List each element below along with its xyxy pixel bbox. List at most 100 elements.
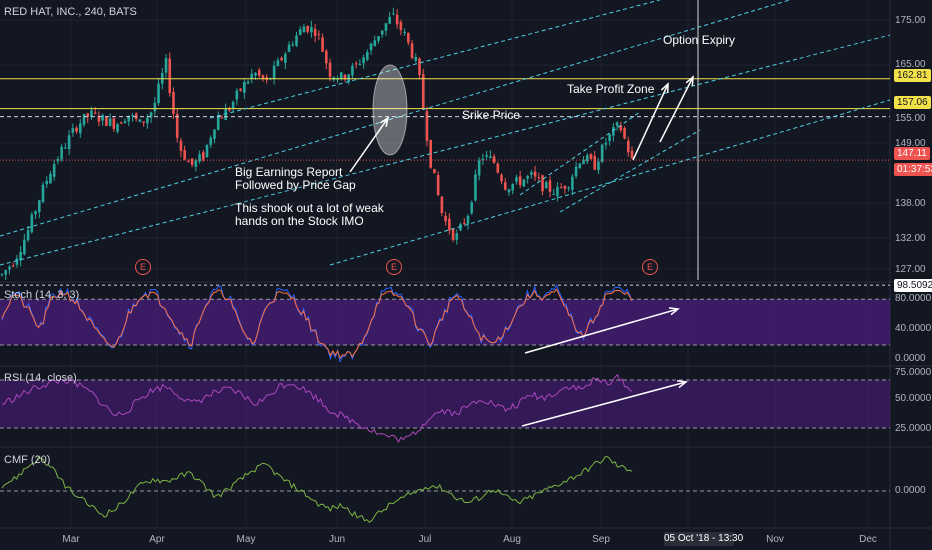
candle-body	[209, 137, 213, 145]
candle-body	[425, 111, 429, 141]
earnings-arrow-head	[379, 116, 390, 127]
candle-body	[60, 146, 63, 160]
candle-body	[295, 35, 298, 46]
candle-body	[526, 176, 529, 179]
stoch-top-tag: 98.5092	[894, 279, 932, 292]
candle-body	[414, 56, 418, 61]
rsi-axis-label: 50.0000	[895, 393, 932, 404]
candle-body	[313, 28, 317, 37]
candle-body	[399, 22, 403, 31]
candle-body	[433, 168, 436, 174]
candle-body	[328, 62, 332, 77]
candle-body	[444, 215, 447, 222]
candle-body	[101, 114, 104, 121]
price-axis-label: 138.00	[895, 198, 926, 209]
x-axis-month: Sep	[592, 534, 610, 545]
cmf-axis-label: 0.0000	[895, 485, 926, 496]
candle-body	[153, 102, 157, 112]
price-axis-label: 155.00	[895, 113, 926, 124]
candle-body	[563, 186, 567, 189]
candle-body	[41, 184, 45, 202]
candle-body	[302, 26, 306, 33]
candle-body	[567, 187, 570, 189]
candle-body	[392, 13, 395, 15]
candle-body	[220, 117, 224, 119]
candle-body	[231, 101, 235, 109]
price-axis-label: 149.00	[895, 138, 926, 149]
x-axis-month: Apr	[149, 534, 165, 545]
candle-body	[298, 29, 302, 35]
candle-body	[541, 175, 544, 192]
candle-body	[500, 174, 503, 182]
channel-line	[0, 34, 891, 266]
candle-body	[205, 144, 209, 158]
candle-body	[34, 211, 37, 215]
candle-body	[533, 171, 537, 177]
candle-body	[362, 57, 365, 64]
candle-body	[612, 126, 615, 136]
candle-body	[451, 229, 455, 240]
price-gap-ellipse	[372, 64, 408, 156]
candle-body	[366, 51, 369, 60]
candle-body	[86, 113, 90, 117]
candle-body	[421, 74, 425, 109]
candle-body	[175, 114, 179, 138]
candle-body	[37, 200, 41, 213]
candle-body	[15, 258, 19, 265]
candle-body	[623, 128, 626, 139]
candle-body	[23, 239, 26, 255]
candle-body	[157, 83, 160, 104]
earnings-marker-sep[interactable]: E	[642, 259, 658, 275]
candle-body	[228, 108, 231, 111]
candle-body	[336, 78, 339, 80]
candle-body	[194, 160, 198, 167]
option-expiry-label: Option Expiry	[663, 33, 736, 47]
earnings-marker-mar[interactable]: E	[135, 259, 151, 275]
candle-body	[64, 147, 67, 149]
candle-body	[280, 57, 283, 61]
candle-body	[571, 176, 574, 190]
x-axis-month: Mar	[62, 534, 80, 545]
x-axis-month: Jul	[418, 534, 432, 545]
x-axis-month: Jun	[328, 534, 346, 545]
stoch-pane	[0, 284, 890, 364]
candle-body	[552, 194, 556, 196]
stoch-axis-label: 80.0000	[895, 293, 932, 304]
rsi-band	[0, 380, 890, 428]
candle-body	[574, 166, 578, 177]
candle-body	[291, 44, 295, 46]
candle-body	[492, 156, 496, 163]
earnings-note-line-2: Followed by Price Gap	[235, 178, 356, 192]
candle-body	[93, 112, 97, 114]
candle-body	[593, 156, 597, 170]
candle-body	[131, 115, 134, 117]
cmf-pane-label: CMF (20)	[4, 454, 51, 466]
candle-body	[339, 72, 343, 79]
candle-body	[559, 187, 563, 189]
candle-body	[351, 65, 354, 76]
price-axis-label: 132.00	[895, 233, 926, 244]
candle-body	[377, 36, 380, 41]
earnings-marker-jun[interactable]: E	[386, 259, 402, 275]
candle-body	[71, 128, 75, 133]
candle-body	[556, 187, 559, 197]
candle-body	[615, 122, 619, 126]
candle-body	[395, 14, 399, 25]
stoch-axis-label: 40.0000	[895, 323, 932, 334]
candle-body	[325, 50, 328, 64]
candle-body	[8, 266, 11, 270]
rsi-axis-label: 75.0000	[895, 367, 932, 378]
cmf-line	[1, 455, 633, 523]
candle-body	[257, 69, 261, 76]
candle-body	[90, 110, 93, 118]
candle-body	[45, 181, 49, 185]
candle-body	[187, 161, 190, 163]
candle-body	[26, 230, 30, 241]
candle-body	[108, 118, 112, 126]
candle-body	[179, 140, 183, 151]
stoch-trend-arrow	[524, 308, 679, 354]
candle-body	[448, 218, 451, 231]
strike-price-label: Srike Price	[462, 108, 521, 122]
